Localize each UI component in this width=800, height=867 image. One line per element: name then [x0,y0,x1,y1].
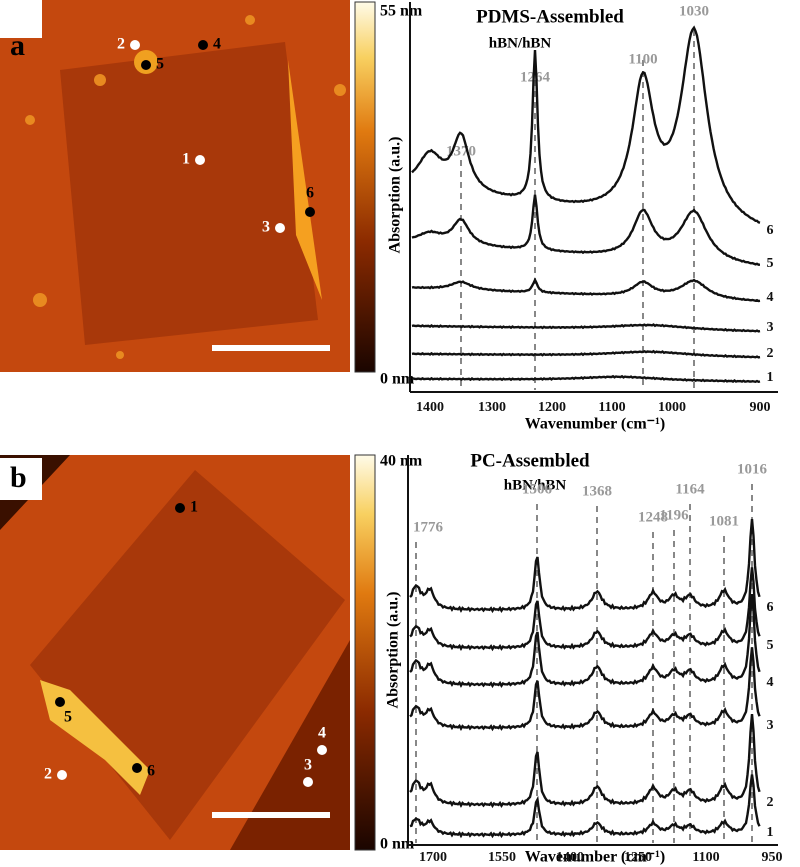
marker [175,503,185,513]
spectrum-curve [409,713,761,809]
trace-label: 2 [767,346,774,361]
x-tick-label: 1400 [416,400,444,415]
scale-max: 40 nm [380,453,423,470]
trace-label: 3 [767,718,774,733]
marker-label: 5 [64,709,72,726]
scale-max: 55 nm [380,3,423,20]
marker-label: 2 [117,36,125,53]
colorbar-b [354,454,376,851]
colorbar-a [354,1,376,373]
spectrum-title: PC-Assembled [470,450,590,471]
spectrum-b [407,455,778,846]
x-tick-label: 950 [762,850,783,865]
y-axis-label: Absorption (a.u.) [387,137,404,254]
x-tick-label: 1100 [598,400,625,415]
marker [303,777,313,787]
marker [275,223,285,233]
marker-label: 1 [190,499,198,516]
marker-label: 3 [262,219,270,236]
spectrum-curve [411,277,761,303]
peak-label: 1164 [675,481,705,497]
spectrum-subtitle: hBN/hBN [504,477,567,493]
panel-label: a [10,29,25,62]
peak-label: 1248 [638,509,668,525]
x-tick-label: 1200 [538,400,566,415]
trace-label: 6 [767,223,774,238]
x-axis-label: Wavenumber (cm⁻¹) [525,849,665,866]
marker-label: 6 [147,763,155,780]
marker [132,763,142,773]
x-tick-label: 1300 [478,400,506,415]
marker-label: 3 [304,757,312,774]
spectrum-curve [411,194,760,266]
trace-label: 1 [767,370,774,385]
marker-label: 5 [156,56,164,73]
scale-min: 0 nm [380,836,415,853]
spectrum-curve [409,647,761,732]
marker-label: 4 [213,36,221,53]
afm-image-a [0,0,350,372]
peak-label: 1370 [446,143,476,159]
peak-label: 1081 [709,513,739,529]
trace-label: 5 [767,256,774,271]
scale-min: 0 nm [380,371,415,388]
x-tick-label: 1400 [556,850,584,865]
spectrum-curve [409,593,761,689]
spectrum-curve [411,25,761,224]
spectrum-a [409,2,778,393]
peak-label: 1016 [737,461,768,477]
peak-label: 1506 [522,481,553,497]
trace-label: 4 [767,290,774,305]
peak-label: 1368 [582,483,612,499]
x-tick-label: 1250 [624,850,652,865]
trace-label: 3 [767,320,774,335]
panel-label-bg [0,458,42,500]
trace-label: 1 [767,825,774,840]
marker [305,207,315,217]
marker [198,40,208,50]
peak-label: 1100 [628,51,657,67]
marker [195,155,205,165]
peak-label: 1030 [679,3,709,19]
peak-label: 1196 [659,507,689,523]
trace-label: 6 [767,600,774,615]
y-axis-label: Absorption (a.u.) [385,592,402,709]
spectrum-curve [409,518,761,614]
marker-label: 4 [318,725,326,742]
x-tick-label: 1100 [692,850,719,865]
marker [55,697,65,707]
marker [57,770,67,780]
peak-label: 1776 [413,519,444,535]
trace-label: 5 [767,638,774,653]
spectrum-curve [411,374,761,384]
x-tick-label: 1700 [419,850,447,865]
afm-image-b [0,455,350,850]
marker-label: 2 [44,766,52,783]
marker [317,745,327,755]
spectrum-curve [409,567,761,652]
x-tick-label: 1550 [488,850,516,865]
x-tick-label: 1000 [658,400,686,415]
marker [130,40,140,50]
spectrum-subtitle: hBN/hBN [489,35,552,51]
x-tick-label: 900 [750,400,771,415]
marker [141,60,151,70]
trace-label: 2 [767,795,774,810]
spectrum-curve [411,349,761,359]
spectrum-title: PDMS-Assembled [476,6,624,27]
spectrum-curve [409,774,761,839]
marker-label: 1 [182,151,190,168]
spectrum-curve [411,323,761,333]
x-axis-label: Wavenumber (cm⁻¹) [525,416,665,433]
marker-label: 6 [306,185,314,202]
panel-label: b [10,461,27,494]
trace-label: 4 [767,675,774,690]
